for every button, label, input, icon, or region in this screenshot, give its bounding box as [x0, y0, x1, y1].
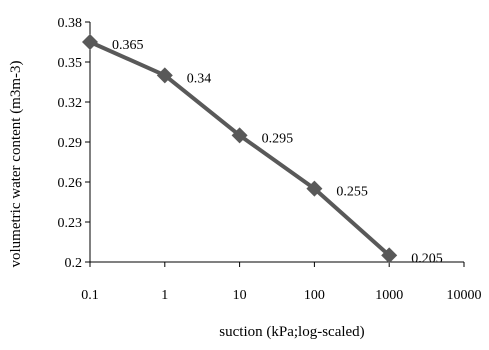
- data-label: 0.295: [262, 131, 294, 146]
- x-tick-label: 0.1: [81, 288, 99, 303]
- data-point-marker: [156, 67, 173, 84]
- data-label: 0.365: [112, 38, 144, 53]
- x-ticks: 0.1 1 10 100 1000 10000: [81, 262, 482, 303]
- series-layer: 0.365 0.34 0.295 0.255 0.205: [82, 34, 443, 266]
- x-tick-label: 10000: [447, 288, 482, 303]
- y-ticks: 0.2 0.23 0.26 0.29 0.32 0.35 0.38: [58, 16, 90, 271]
- data-point-marker: [231, 127, 248, 144]
- x-tick-label: 100: [304, 288, 325, 303]
- x-tick-label: 10: [233, 288, 247, 303]
- data-point-marker: [381, 247, 398, 264]
- data-point-marker: [82, 34, 98, 50]
- series-line: [89, 40, 391, 257]
- y-tick-label: 0.35: [58, 56, 83, 71]
- x-tick-label: 1: [161, 288, 168, 303]
- y-tick-label: 0.29: [58, 136, 83, 151]
- y-tick-label: 0.2: [65, 256, 83, 271]
- y-tick-label: 0.26: [58, 176, 83, 191]
- x-tick-label: 1000: [375, 288, 403, 303]
- y-tick-label: 0.38: [58, 16, 83, 31]
- data-point-marker: [306, 180, 323, 197]
- data-label: 0.34: [187, 71, 212, 86]
- data-label: 0.255: [336, 185, 368, 200]
- data-label: 0.205: [411, 251, 443, 266]
- y-tick-label: 0.23: [58, 216, 83, 231]
- x-axis-title: suction (kPa;log-scaled): [219, 324, 364, 340]
- y-tick-label: 0.32: [58, 96, 83, 111]
- y-axis-title: volumetric water content (m3m-3): [8, 60, 24, 267]
